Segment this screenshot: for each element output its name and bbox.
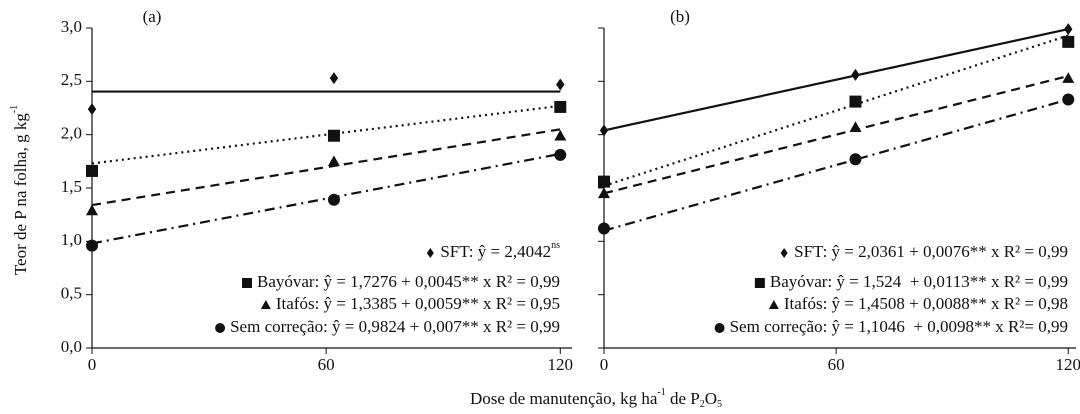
legend-text: Bayóvar: ŷ = 1,524 + 0,0113** x R² = 0,9…: [770, 272, 1068, 291]
legend-label: Sem correção: ŷ = 0,9824 + 0,007** x R² …: [230, 317, 560, 336]
marker-diamond: [87, 103, 97, 116]
x-axis-label: Dose de manutenção, kg ha-1 de P2O5: [470, 387, 722, 410]
marker-triangle: [86, 204, 98, 216]
marker-triangle: [598, 187, 610, 199]
marker-diamond: [329, 72, 339, 85]
legend-text: Sem correção: ŷ = 0,9824 + 0,007** x R² …: [230, 317, 560, 336]
legend-label: Itafós: ŷ = 1,3385 + 0,0059** x R² = 0,9…: [276, 294, 560, 313]
marker-diamond: [599, 124, 609, 137]
y-tick-label: 3,0: [61, 17, 82, 36]
y-label-sup: -1: [9, 105, 20, 113]
panel-label: (a): [143, 7, 162, 26]
marker-circle: [554, 148, 567, 161]
marker-square: [327, 129, 340, 142]
legend-marker: [426, 248, 434, 258]
legend-label: Itafós: ŷ = 1,4508 + 0,0088** x R² = 0,9…: [784, 294, 1068, 313]
legend-marker: [260, 300, 271, 309]
marker-circle: [327, 193, 340, 206]
x-label-sub: 2: [700, 399, 705, 410]
legend-sup: ns: [551, 240, 560, 251]
x-tick-label: 60: [318, 355, 335, 374]
legend-label: Sem correção: ŷ = 1,1046 + 0,0098** x R²…: [730, 317, 1068, 336]
x-label-sup: -1: [657, 387, 665, 398]
marker-triangle: [327, 155, 340, 167]
fit-line: [603, 34, 1069, 187]
fit-line: [603, 98, 1069, 232]
y-axis-label: Teor de P na folha, g kg-1: [9, 105, 30, 275]
marker-square: [849, 95, 862, 108]
legend-text: Bayóvar: ŷ = 1,7276 + 0,0045** x R² = 0,…: [257, 272, 560, 291]
y-tick-label: 0,0: [61, 337, 82, 356]
marker-triangle: [1062, 72, 1075, 83]
marker-diamond: [556, 78, 565, 91]
marker-circle: [598, 222, 610, 235]
marker-circle: [1062, 93, 1075, 106]
x-label-text: Dose de manutenção, kg ha: [470, 389, 658, 408]
legend-marker: [215, 323, 226, 333]
x-label-text: O: [705, 389, 717, 408]
y-tick-label: 0,5: [61, 284, 82, 303]
x-label-text: de P: [666, 389, 700, 408]
legend-text: Itafós: ŷ = 1,4508 + 0,0088** x R² = 0,9…: [784, 294, 1068, 313]
legend-label: Bayóvar: ŷ = 1,7276 + 0,0045** x R² = 0,…: [257, 272, 560, 291]
marker-circle: [86, 239, 98, 252]
legend-marker: [241, 278, 252, 288]
y-tick-label: 1,0: [61, 230, 82, 249]
legend-text: SFT: ŷ = 2,0361 + 0,0076** x R² = 0,99: [794, 242, 1068, 261]
legend-marker: [714, 323, 725, 333]
x-tick-label: 120: [548, 355, 574, 374]
fit-line: [91, 104, 561, 165]
x-tick-label: 0: [600, 355, 609, 374]
x-label-sub: 5: [717, 399, 722, 410]
fit-line: [603, 27, 1069, 132]
legend-text: SFT: ŷ = 2,4042: [440, 242, 551, 261]
marker-diamond: [851, 68, 860, 81]
legend-label: SFT: ŷ = 2,0361 + 0,0076** x R² = 0,99: [794, 242, 1068, 261]
panel-label: (b): [670, 7, 690, 26]
legend-marker: [780, 248, 788, 258]
legend-text: Sem correção: ŷ = 1,1046 + 0,0098** x R²…: [730, 317, 1068, 336]
legend-label: SFT: ŷ = 2,4042ns: [440, 240, 560, 261]
y-tick-label: 2,5: [61, 70, 82, 89]
x-tick-label: 60: [828, 355, 845, 374]
fit-line: [91, 152, 561, 245]
marker-square: [86, 164, 98, 177]
legend-marker: [768, 300, 779, 309]
x-tick-label: 0: [88, 355, 97, 374]
y-label-text: Teor de P na folha, g kg: [11, 113, 30, 275]
marker-square: [598, 175, 610, 188]
x-tick-label: 120: [1056, 355, 1080, 374]
legend-text: Itafós: ŷ = 1,3385 + 0,0059** x R² = 0,9…: [276, 294, 560, 313]
marker-triangle: [849, 121, 862, 132]
marker-square: [554, 100, 567, 113]
marker-triangle: [554, 129, 567, 141]
legend-label: Bayóvar: ŷ = 1,524 + 0,0113** x R² = 0,9…: [770, 272, 1068, 291]
fit-line: [91, 128, 561, 207]
fit-line: [603, 74, 1069, 195]
marker-diamond: [1064, 23, 1073, 36]
legend-marker: [754, 278, 765, 288]
marker-circle: [849, 153, 862, 166]
marker-square: [1062, 35, 1075, 48]
y-tick-label: 1,5: [61, 177, 82, 196]
y-tick-label: 2,0: [61, 124, 82, 143]
